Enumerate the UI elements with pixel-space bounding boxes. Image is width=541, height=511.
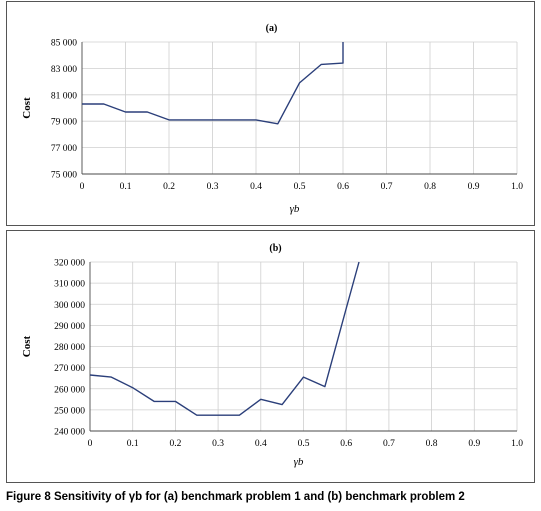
y-axis-label: Cost (21, 335, 33, 357)
y-tick-label: 75 000 (51, 171, 77, 181)
y-tick-label: 77 000 (51, 144, 77, 154)
y-tick-label: 81 000 (51, 91, 77, 101)
x-tick-label: 0.2 (169, 439, 181, 449)
y-axis-label: Cost (21, 97, 33, 119)
chart-title: (b) (269, 243, 281, 254)
y-tick-label: 85 000 (51, 39, 77, 49)
x-tick-label: 0.5 (298, 439, 310, 449)
y-tick-label: 79 000 (51, 118, 77, 128)
x-tick-label: 0.2 (163, 182, 175, 192)
chart-title: (a) (266, 23, 278, 34)
panel-a: 0 0.1 0.2 0.3 0.4 0.5 0.6 0.7 0.8 0.9 1.0 75 000 77 … (21, 23, 523, 215)
x-tick-label: 0.7 (383, 439, 395, 449)
x-tick-label: 0.4 (250, 182, 262, 192)
y-tick-label: 270 000 (54, 364, 85, 374)
panel-b: 0 0.1 0.2 0.3 0.4 0.5 0.6 0.7 0.8 0.9 1.0 240 000 25… (21, 243, 523, 468)
x-axis-label: γb (294, 456, 304, 468)
y-tick-label: 320 000 (54, 259, 85, 269)
x-tick-label: 1.0 (511, 182, 523, 192)
panel-b-frame (6, 230, 535, 483)
x-tick-label: 0.5 (294, 182, 306, 192)
series-line (82, 42, 344, 125)
x-axis-label: γb (290, 203, 300, 215)
series-line (89, 261, 360, 416)
x-tick-label: 0 (88, 439, 93, 449)
x-tick-label: 0.3 (207, 182, 219, 192)
y-tick-label: 290 000 (54, 322, 85, 332)
x-tick-label: 0 (80, 182, 85, 192)
x-tick-label: 0.3 (212, 439, 224, 449)
y-tick-label: 250 000 (54, 406, 85, 416)
x-tick-label: 0.8 (424, 182, 436, 192)
y-tick-label: 240 000 (54, 428, 85, 438)
x-tick-label: 0.8 (426, 439, 438, 449)
x-tick-label: 0.6 (340, 439, 352, 449)
caption-label: Figure 8 (6, 491, 51, 503)
y-tick-label: 280 000 (54, 343, 85, 353)
y-tick-label: 83 000 (51, 65, 77, 75)
x-tick-label: 0.1 (120, 182, 132, 192)
x-tick-label: 1.0 (511, 439, 523, 449)
y-tick-label: 310 000 (54, 280, 85, 290)
panel-a-frame (6, 1, 535, 226)
x-tick-label: 0.1 (127, 439, 139, 449)
caption-text: Sensitivity of γb for (a) benchmark prob… (53, 491, 465, 503)
x-tick-label: 0.9 (468, 182, 480, 192)
y-tick-label: 300 000 (54, 301, 85, 311)
y-tick-label: 260 000 (54, 385, 85, 395)
x-tick-label: 0.4 (255, 439, 267, 449)
figure-caption: Figure 8 Sensitivity of γb for (a) bench… (6, 491, 536, 503)
x-tick-label: 0.6 (337, 182, 349, 192)
x-tick-label: 0.9 (468, 439, 480, 449)
x-tick-label: 0.7 (381, 182, 393, 192)
